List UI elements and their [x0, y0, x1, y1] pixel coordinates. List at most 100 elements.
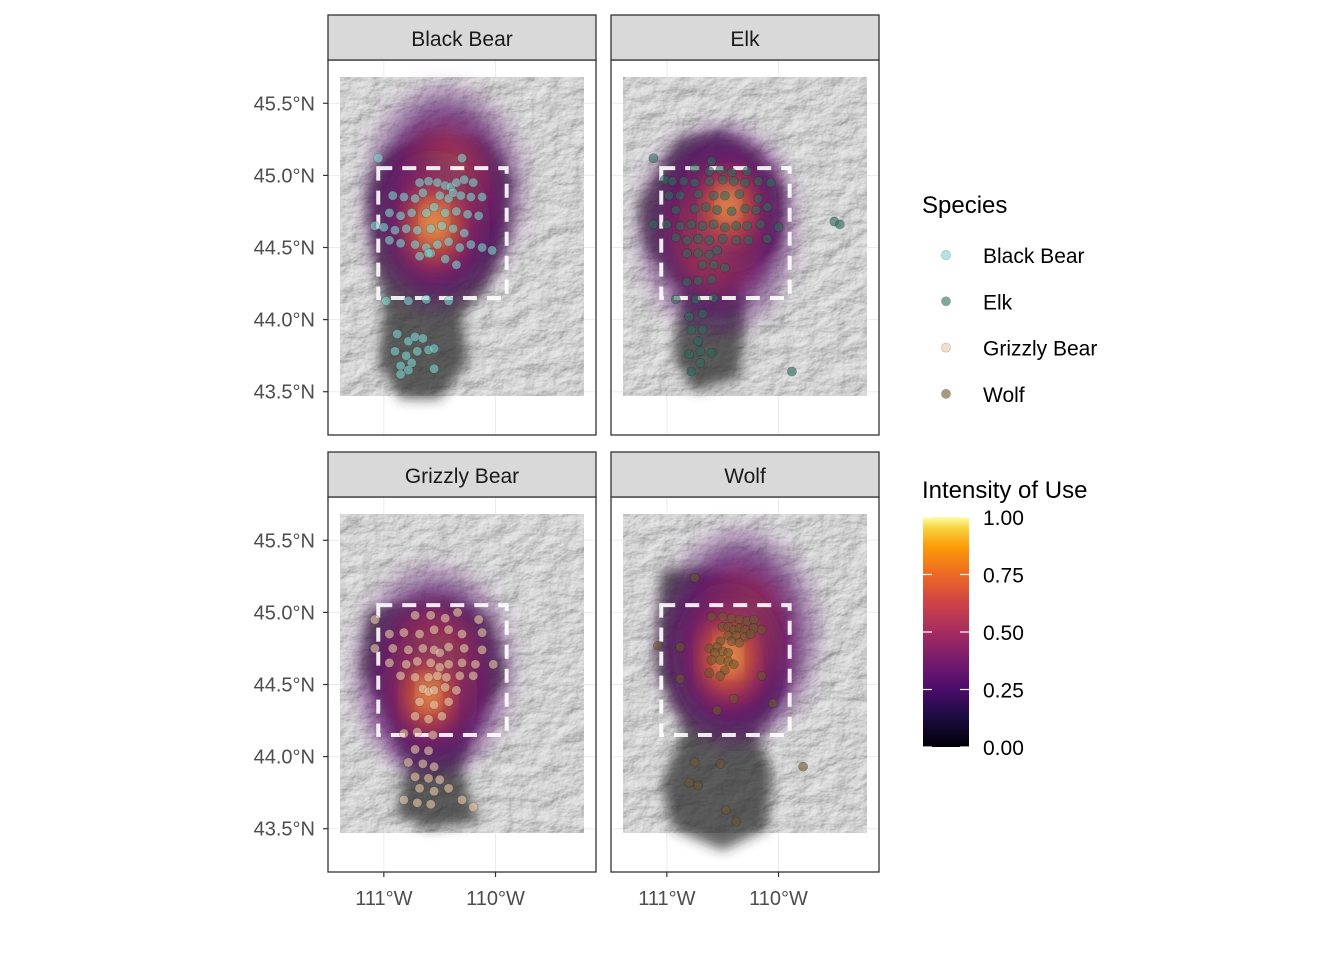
location-point	[395, 369, 406, 380]
location-point	[412, 225, 423, 236]
location-point	[423, 248, 434, 259]
location-point	[403, 365, 414, 375]
location-point	[443, 624, 454, 635]
legend-key-point	[941, 250, 951, 260]
location-point	[706, 655, 717, 665]
location-point	[459, 643, 470, 654]
location-point	[443, 659, 454, 670]
location-point	[670, 232, 681, 243]
legends: Species Black Bear Elk Grizzly Bear Wolf Inte…	[922, 192, 1097, 760]
location-point	[440, 613, 451, 624]
location-point	[398, 795, 409, 805]
y-tick-label: 43.5°N	[254, 382, 315, 404]
location-point	[403, 645, 414, 655]
legend-key-point	[941, 388, 951, 399]
location-point	[369, 614, 380, 625]
location-point	[728, 659, 739, 670]
location-point	[835, 219, 845, 230]
location-point	[429, 202, 439, 212]
location-point	[423, 714, 434, 724]
location-point	[670, 294, 681, 305]
location-point	[462, 209, 473, 220]
location-point	[423, 773, 434, 784]
location-point	[686, 219, 697, 230]
facet-strip-label: Grizzly Bear	[405, 465, 519, 488]
location-point	[726, 167, 737, 178]
location-point	[425, 610, 436, 621]
x-tick-label: 111°W	[355, 888, 412, 910]
location-point	[708, 259, 719, 270]
facet-panel-black-bear: Black Bear	[327, 14, 597, 436]
location-point	[369, 220, 380, 231]
location-point	[712, 705, 722, 716]
location-point	[410, 672, 420, 683]
location-point	[429, 363, 439, 374]
location-point	[693, 248, 703, 259]
location-point	[423, 176, 434, 187]
facet-panel-grizzly-bear: Grizzly Bear	[327, 451, 597, 873]
location-point	[423, 745, 434, 756]
location-point	[412, 727, 423, 737]
park-boundary	[376, 166, 509, 300]
location-point	[742, 220, 753, 231]
location-point	[693, 275, 703, 286]
axes: 45.5°N 45.0°N 44.5°N 44.0°N 43.5°N 45.5°N 45.0…	[254, 93, 808, 910]
colorbar-label: 0.75	[983, 565, 1024, 588]
location-point	[429, 786, 439, 797]
location-point	[477, 192, 487, 202]
location-point	[384, 207, 395, 218]
location-point	[429, 624, 439, 635]
facet-strip-label: Black Bear	[411, 28, 513, 51]
location-point	[398, 192, 409, 202]
location-point	[787, 366, 797, 377]
location-point	[704, 249, 715, 260]
location-point	[395, 210, 406, 221]
facet-strip	[327, 451, 597, 498]
location-point	[684, 777, 695, 788]
location-point	[697, 259, 708, 270]
location-point	[410, 711, 420, 722]
location-point	[457, 658, 467, 668]
location-point	[704, 166, 715, 176]
location-point	[704, 235, 715, 246]
location-point	[410, 193, 420, 204]
location-point	[477, 627, 487, 638]
location-point	[684, 349, 695, 360]
location-point	[717, 233, 728, 244]
x-tick-label: 110°W	[749, 888, 808, 910]
location-point	[465, 239, 476, 250]
location-point	[689, 572, 700, 583]
location-point	[414, 251, 425, 262]
location-point	[390, 225, 400, 236]
location-point	[689, 177, 700, 188]
location-point	[398, 728, 409, 739]
location-point	[678, 176, 689, 187]
location-point	[773, 222, 784, 233]
location-point	[384, 658, 395, 668]
location-point	[441, 672, 452, 683]
location-point	[403, 295, 414, 306]
location-point	[755, 219, 766, 230]
location-point	[742, 166, 753, 176]
location-point	[720, 190, 730, 201]
location-point	[734, 637, 745, 648]
location-point	[648, 219, 659, 230]
location-point	[740, 203, 750, 214]
location-point	[706, 274, 717, 285]
park-boundary	[376, 603, 509, 737]
location-point	[443, 783, 454, 794]
location-point	[693, 189, 703, 199]
y-tick-label: 44.5°N	[254, 675, 315, 697]
location-point	[712, 245, 722, 256]
location-point	[412, 346, 423, 357]
location-point	[434, 662, 445, 673]
legend-key-point	[941, 296, 951, 307]
location-point	[421, 207, 432, 218]
location-point	[412, 797, 423, 808]
location-point	[398, 627, 409, 638]
location-point	[704, 176, 715, 187]
location-point	[686, 366, 697, 377]
location-point	[756, 670, 767, 681]
location-point	[369, 643, 380, 654]
location-point	[468, 802, 479, 812]
